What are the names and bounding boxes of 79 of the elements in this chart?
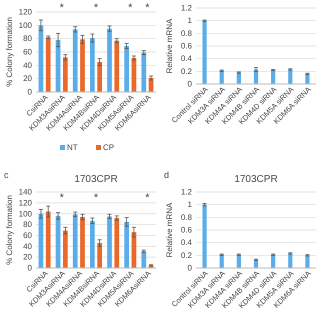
y-tick-label: 1 bbox=[188, 200, 193, 210]
y-tick-label: 0.8 bbox=[180, 28, 193, 38]
bar bbox=[90, 220, 95, 268]
bar bbox=[288, 69, 292, 84]
bar bbox=[62, 57, 68, 92]
y-tick-label: 1.2 bbox=[180, 188, 193, 197]
annotation: * bbox=[145, 192, 150, 204]
y-tick-label: 0.6 bbox=[180, 226, 193, 235]
legend-label: CP bbox=[103, 143, 114, 152]
bar bbox=[72, 29, 78, 92]
annotation: * bbox=[94, 192, 99, 204]
bar bbox=[56, 40, 60, 92]
y-tick-label: 0 bbox=[28, 88, 33, 97]
bar bbox=[141, 52, 146, 92]
bar bbox=[97, 62, 102, 92]
bar bbox=[38, 214, 44, 268]
bar bbox=[90, 38, 95, 92]
y-tick-label: 100 bbox=[18, 20, 33, 30]
bar bbox=[107, 28, 112, 92]
y-tick-label: 80 bbox=[23, 34, 33, 44]
y-tick-label: 120 bbox=[18, 198, 33, 208]
text: d bbox=[164, 170, 170, 180]
bar bbox=[114, 40, 120, 92]
bar bbox=[124, 46, 130, 92]
bar bbox=[38, 25, 44, 92]
text: c bbox=[4, 170, 9, 180]
y-axis-title: % Colony formation bbox=[5, 17, 14, 87]
y-tick-label: 0.2 bbox=[180, 250, 193, 260]
y-tick-label: 1 bbox=[188, 16, 193, 26]
y-tick-label: 20 bbox=[23, 74, 33, 84]
bar bbox=[114, 218, 120, 268]
y-tick-label: 0 bbox=[188, 264, 193, 273]
bar bbox=[202, 204, 207, 268]
bar bbox=[80, 216, 85, 268]
annotation: * bbox=[60, 192, 65, 204]
bar bbox=[46, 212, 51, 268]
bar bbox=[141, 251, 146, 268]
y-axis-title: % Colony formation bbox=[5, 195, 14, 265]
y-tick-label: 40 bbox=[23, 242, 33, 251]
y-tick-label: 0.4 bbox=[180, 54, 193, 64]
y-tick-label: 20 bbox=[23, 252, 33, 262]
bar bbox=[220, 70, 224, 84]
bar bbox=[56, 216, 60, 268]
y-tick-label: 0 bbox=[188, 80, 193, 89]
y-axis-title: Relative mRNA bbox=[165, 18, 174, 74]
bar bbox=[132, 58, 136, 92]
bar bbox=[62, 230, 68, 268]
legend-label: NT bbox=[67, 143, 78, 152]
bar bbox=[202, 20, 207, 84]
bar bbox=[132, 232, 136, 268]
bar bbox=[124, 222, 130, 268]
y-tick-label: 0.6 bbox=[180, 42, 193, 51]
bar bbox=[254, 69, 258, 84]
bar bbox=[46, 37, 51, 92]
y-tick-label: 1.2 bbox=[180, 4, 193, 13]
annotation: * bbox=[145, 2, 150, 14]
bar bbox=[80, 39, 85, 92]
bar bbox=[148, 78, 154, 92]
chart-title: 1703CPR bbox=[74, 174, 118, 185]
bar bbox=[72, 214, 78, 268]
y-tick-label: 40 bbox=[23, 60, 33, 70]
annotation: * bbox=[128, 2, 134, 14]
y-tick-label: 100 bbox=[18, 209, 33, 218]
y-tick-label: 60 bbox=[23, 230, 33, 240]
y-tick-label: 60 bbox=[23, 48, 33, 57]
y-tick-label: 0.8 bbox=[180, 212, 193, 222]
y-tick-label: 0.4 bbox=[180, 238, 193, 248]
y-tick-label: 120 bbox=[18, 8, 33, 17]
bar bbox=[107, 216, 112, 268]
annotation: * bbox=[94, 2, 99, 14]
y-axis-title: Relative mRNA bbox=[165, 202, 174, 258]
y-tick-label: 0.2 bbox=[180, 66, 193, 76]
annotation: * bbox=[60, 2, 65, 14]
bar bbox=[288, 253, 292, 268]
y-tick-label: 80 bbox=[23, 220, 33, 230]
y-tick-label: 140 bbox=[18, 188, 33, 197]
bar bbox=[220, 254, 224, 268]
chart-title: 1703CPR bbox=[234, 174, 278, 185]
y-tick-label: 0 bbox=[28, 264, 33, 273]
